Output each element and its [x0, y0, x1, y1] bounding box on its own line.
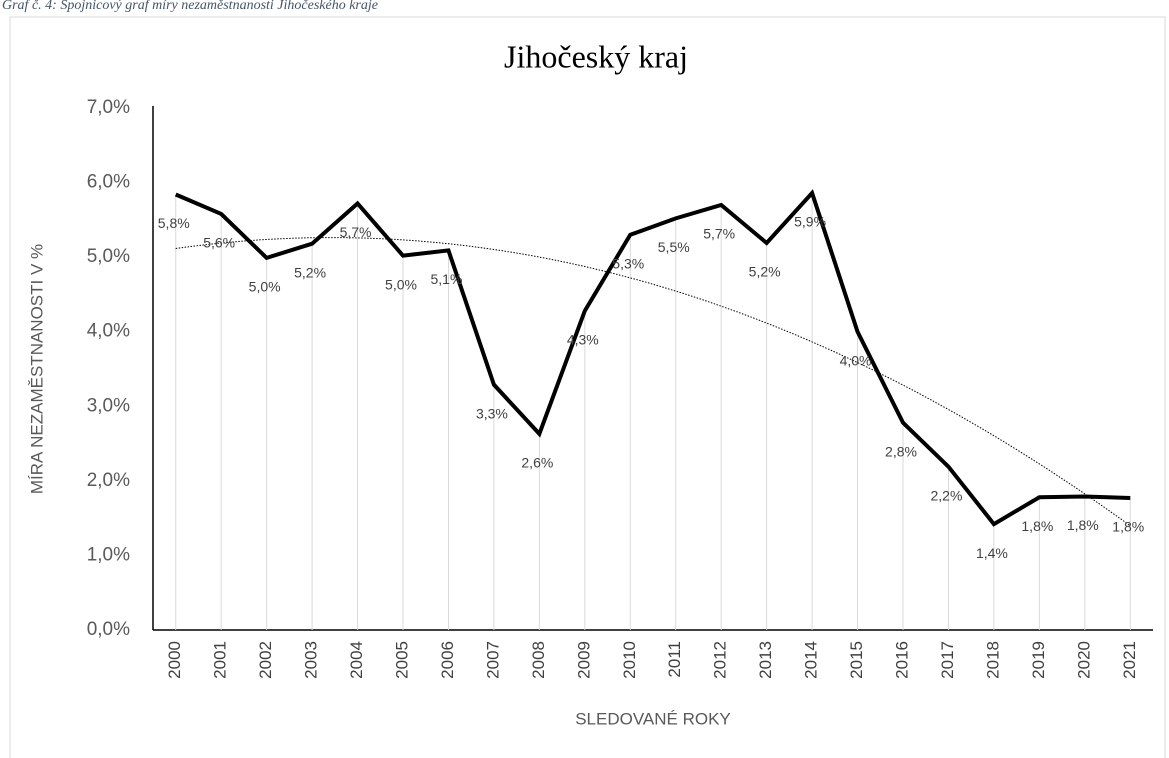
x-tick-label: 2008	[529, 641, 548, 679]
data-label: 5,0%	[385, 276, 417, 292]
y-tick-label: 7,0%	[87, 97, 130, 118]
data-label: 4,0%	[840, 352, 872, 368]
x-tick-label: 2005	[392, 641, 411, 679]
data-label: 3,3%	[476, 405, 508, 421]
x-tick-label: 2013	[756, 641, 775, 679]
x-tick-label: 2011	[665, 641, 684, 678]
x-tick-label: 2012	[711, 641, 730, 679]
x-tick-label: 2014	[802, 641, 821, 679]
x-tick-label: 2003	[302, 641, 321, 679]
y-tick-label: 0,0%	[87, 619, 130, 640]
data-label: 1,8%	[1021, 518, 1053, 534]
x-tick-label: 2006	[438, 641, 457, 679]
x-tick-label: 2015	[847, 641, 866, 679]
data-label: 5,8%	[158, 215, 190, 231]
y-tick-label: 6,0%	[87, 172, 130, 193]
y-axis-label: MÍRA NEZAMĚSTNANOSTI V %	[27, 244, 46, 494]
data-label: 5,0%	[249, 279, 281, 295]
caption: Graf č. 4: Spojnicový graf míry nezaměst…	[2, 0, 378, 13]
data-label: 5,3%	[612, 255, 644, 271]
data-label: 5,2%	[294, 264, 326, 280]
x-tick-label: 2004	[347, 641, 366, 679]
data-label: 5,7%	[340, 224, 372, 240]
x-tick-label: 2002	[256, 641, 275, 679]
x-tick-label: 2007	[483, 641, 502, 679]
x-tick-label: 2020	[1074, 641, 1093, 679]
x-tick-label: 2021	[1120, 641, 1139, 679]
data-label: 4,3%	[567, 332, 599, 348]
x-tick-label: 2019	[1029, 641, 1048, 679]
trendline	[175, 237, 1131, 527]
data-label: 2,6%	[521, 455, 553, 471]
x-tick-label: 2009	[574, 641, 593, 679]
x-tick-label: 2018	[983, 641, 1002, 679]
data-label: 2,2%	[930, 487, 962, 503]
x-axis-label: SLEDOVANÉ ROKY	[575, 709, 731, 728]
y-tick-label: 5,0%	[87, 246, 130, 267]
y-tick-label: 3,0%	[87, 395, 130, 416]
data-label: 5,7%	[703, 226, 735, 242]
data-label: 5,6%	[203, 235, 235, 251]
x-tick-label: 2016	[892, 641, 911, 679]
y-tick-label: 2,0%	[87, 470, 130, 491]
data-label: 2,8%	[885, 443, 917, 459]
y-tick-label: 4,0%	[87, 321, 130, 342]
data-line	[174, 189, 1131, 527]
data-label: 5,5%	[658, 239, 690, 255]
chart-title: Jihočeský kraj	[504, 38, 688, 74]
y-tick-label: 1,0%	[87, 544, 130, 565]
data-label: 1,8%	[1067, 517, 1099, 533]
chart-frame	[9, 16, 1166, 758]
data-label: 1,8%	[1112, 519, 1144, 535]
data-label: 5,9%	[794, 214, 826, 230]
x-tick-label: 2000	[165, 641, 184, 679]
data-label: 5,1%	[430, 271, 462, 287]
data-label: 5,2%	[749, 264, 781, 280]
x-tick-label: 2001	[211, 641, 230, 679]
x-tick-label: 2017	[938, 641, 957, 679]
x-tick-label: 2010	[620, 641, 639, 679]
data-label: 1,4%	[976, 545, 1008, 561]
